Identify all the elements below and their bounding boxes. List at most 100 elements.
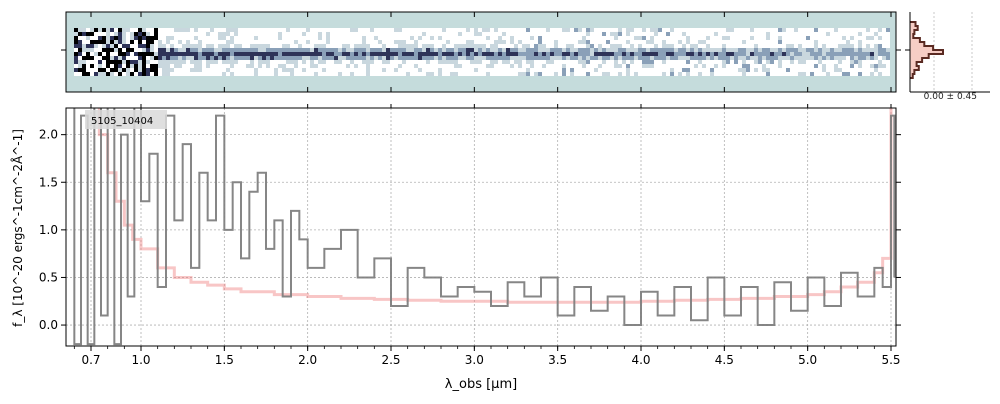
spectrum-2d-pixel	[810, 52, 814, 56]
spectrum-2d-pixel	[474, 28, 478, 32]
spectrum-2d-pixel	[410, 68, 414, 72]
spectrum-2d-pixel	[242, 52, 246, 56]
spectrum-2d-pixel	[570, 52, 574, 56]
spectrum-2d-pixel	[106, 32, 110, 36]
spectrum-2d-pixel	[386, 40, 390, 44]
spectrum-2d-pixel	[838, 64, 842, 68]
spectrum-2d-pixel	[526, 28, 530, 32]
spectrum-2d-pixel	[754, 28, 758, 32]
spectrum-2d-pixel	[414, 48, 418, 52]
spectrum-2d-pixel	[814, 28, 818, 32]
spectrum-2d-pixel	[710, 68, 714, 72]
spectrum-2d-pixel	[470, 32, 474, 36]
spectrum-2d-pixel	[318, 56, 322, 60]
spectrum-2d-pixel	[222, 60, 226, 64]
spectrum-2d-pixel	[274, 40, 278, 44]
spectrum-2d-pixel	[206, 32, 210, 36]
spectrum-2d-pixel	[770, 40, 774, 44]
spectrum-2d-pixel	[802, 64, 806, 68]
spectrum-2d-pixel	[486, 40, 490, 44]
spectrum-2d-pixel	[530, 72, 534, 76]
spectrum-2d-pixel	[710, 52, 714, 56]
spectrum-2d-pixel	[166, 48, 170, 52]
spectrum-2d-pixel	[506, 56, 510, 60]
spectrum-2d-pixel	[834, 60, 838, 64]
spectrum-2d-pixel	[522, 48, 526, 52]
spectrum-2d-pixel	[218, 60, 222, 64]
spectrum-2d-pixel	[618, 60, 622, 64]
spectrum-2d-pixel	[202, 44, 206, 48]
spectrum-2d-pixel	[358, 28, 362, 32]
spectrum-2d-pixel	[266, 44, 270, 48]
spectrum-2d-pixel	[446, 52, 450, 56]
spectrum-2d-pixel	[334, 72, 338, 76]
spectrum-2d-pixel	[442, 48, 446, 52]
spectrum-2d-pixel	[234, 44, 238, 48]
spectrum-2d-pixel	[738, 60, 742, 64]
spectrum-2d-pixel	[218, 72, 222, 76]
spectrum-2d-pixel	[126, 60, 130, 64]
x-tick-label: 1.0	[131, 353, 150, 367]
x-tick-label: 0.7	[81, 353, 100, 367]
spectrum-2d-pixel	[502, 72, 506, 76]
spectrum-2d-pixel	[838, 28, 842, 32]
spectrum-2d-pixel	[450, 32, 454, 36]
spectrum-2d-pixel	[382, 40, 386, 44]
spectrum-2d-pixel	[562, 44, 566, 48]
spectrum-2d-pixel	[714, 28, 718, 32]
spectrum-2d-pixel	[190, 56, 194, 60]
spectrum-2d-pixel	[434, 60, 438, 64]
spectrum-2d-pixel	[254, 68, 258, 72]
spectrum-2d-pixel	[826, 52, 830, 56]
spectrum-2d-pixel	[342, 64, 346, 68]
spectrum-2d-pixel	[534, 64, 538, 68]
spectrum-2d-pixel	[118, 72, 122, 76]
spectrum-2d-pixel	[462, 56, 466, 60]
spectrum-2d-pixel	[330, 64, 334, 68]
spectrum-2d-pixel	[442, 28, 446, 32]
spectrum-2d-pixel	[602, 52, 606, 56]
spectrum-2d-pixel	[502, 48, 506, 52]
spectrum-2d-pixel	[842, 72, 846, 76]
spectrum-2d-pixel	[90, 40, 94, 44]
spectrum-2d-pixel	[718, 32, 722, 36]
spectrum-2d-pixel	[438, 40, 442, 44]
spectrum-2d-pixel	[698, 64, 702, 68]
spectrum-2d-pixel	[566, 64, 570, 68]
spectrum-2d-pixel	[670, 52, 674, 56]
spectrum-2d-pixel	[682, 56, 686, 60]
spectrum-2d-pixel	[214, 56, 218, 60]
spectrum-2d-pixel	[98, 56, 102, 60]
spectrum-2d-pixel	[210, 48, 214, 52]
spectrum-2d-pixel	[530, 40, 534, 44]
spectrum-2d-pixel	[654, 48, 658, 52]
spectrum-2d-pixel	[870, 32, 874, 36]
spectrum-2d-pixel	[654, 52, 658, 56]
spectrum-2d-pixel	[502, 40, 506, 44]
spectrum-2d-pixel	[574, 36, 578, 40]
spectrum-2d-pixel	[398, 48, 402, 52]
spectrum-2d-pixel	[590, 64, 594, 68]
spectrum-2d-pixel	[358, 68, 362, 72]
spectrum-2d-pixel	[414, 64, 418, 68]
spectrum-2d-pixel	[162, 40, 166, 44]
spectrum-2d-pixel	[102, 68, 106, 72]
spectrum-2d-pixel	[302, 28, 306, 32]
spectrum-2d-pixel	[406, 28, 410, 32]
spectrum-2d-pixel	[474, 44, 478, 48]
spectrum-2d-pixel	[162, 36, 166, 40]
spectrum-2d-pixel	[686, 48, 690, 52]
spectrum-2d-pixel	[278, 40, 282, 44]
spectrum-2d-pixel	[154, 72, 158, 76]
spectrum-2d-pixel	[298, 64, 302, 68]
spectrum-2d-pixel	[826, 48, 830, 52]
spectrum-2d-pixel	[342, 40, 346, 44]
spectrum-2d-pixel	[406, 64, 410, 68]
spectrum-2d-pixel	[298, 52, 302, 56]
spectrum-2d-pixel	[798, 68, 802, 72]
spectrum-2d-pixel	[570, 48, 574, 52]
spectrum-2d-pixel	[278, 32, 282, 36]
spectrum-2d-pixel	[886, 52, 890, 56]
spectrum-2d-pixel	[798, 64, 802, 68]
spectrum-2d-pixel	[430, 28, 434, 32]
